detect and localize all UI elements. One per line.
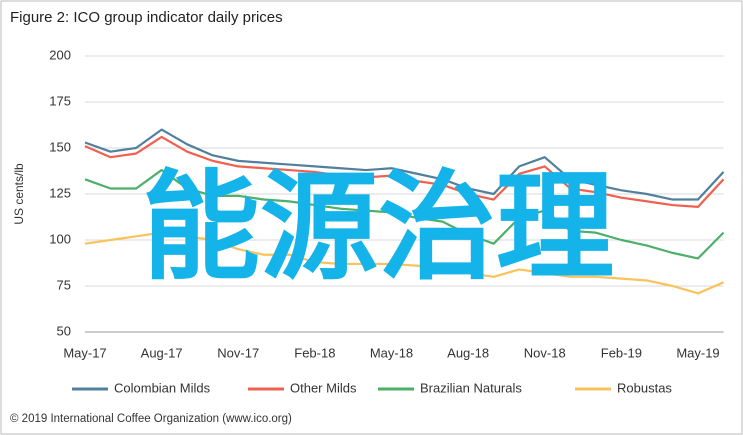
x-tick-label: Aug-18	[447, 345, 489, 360]
x-tick-label: May-19	[676, 345, 719, 360]
y-tick-label: 50	[57, 323, 71, 338]
y-tick-label: 75	[57, 277, 71, 292]
x-tick-label: Nov-17	[217, 345, 259, 360]
legend-label: Brazilian Naturals	[420, 380, 522, 395]
y-tick-label: 100	[49, 231, 71, 246]
plot: 50 75 100 125 150 175 200 May-17 Aug-17 Nov-17 Feb…	[49, 47, 725, 395]
x-tick-label: May-18	[370, 345, 413, 360]
legend-label: Colombian Milds	[114, 380, 211, 395]
y-tick-label: 175	[49, 93, 71, 108]
y-axis-label: US cents/lb	[12, 163, 26, 225]
series-line	[84, 168, 725, 260]
series-line	[84, 128, 725, 201]
x-tick-label: Aug-17	[141, 345, 183, 360]
y-tick-label: 125	[49, 185, 71, 200]
x-tick-label: Feb-18	[294, 345, 335, 360]
y-tick-label: 150	[49, 139, 71, 154]
source: © 2019 International Coffee Organization…	[10, 413, 292, 425]
series-line	[84, 231, 724, 295]
watermark: 能源治理	[142, 158, 614, 296]
legend-label: Other Milds	[290, 380, 357, 395]
x-tick-label: Feb-19	[601, 345, 642, 360]
chart-title: Figure 2: ICO group indicator daily pric…	[10, 9, 283, 26]
y-tick-label: 200	[49, 47, 71, 62]
x-tick-label: May-17	[63, 345, 106, 360]
series-line	[84, 135, 725, 208]
x-tick-label: Nov-18	[524, 345, 566, 360]
legend-label: Robustas	[617, 380, 672, 395]
